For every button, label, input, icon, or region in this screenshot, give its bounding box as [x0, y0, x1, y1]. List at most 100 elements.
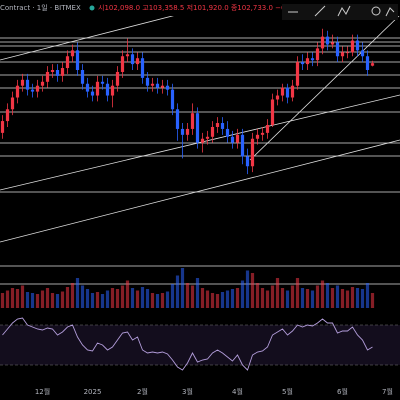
volume-bar [60, 291, 65, 308]
candle-body [295, 62, 300, 86]
volume-bar [50, 293, 55, 308]
candle-body [95, 81, 100, 96]
candle-body [85, 83, 90, 92]
volume-bar [255, 283, 260, 308]
x-tick-label: 4월 [232, 387, 243, 396]
candle-body [170, 89, 175, 110]
candle-body [290, 85, 295, 98]
volume-bar [190, 285, 195, 308]
volume-bar [295, 278, 300, 308]
candle-body [250, 138, 255, 167]
volume-bar [245, 270, 250, 308]
volume-bar [195, 278, 200, 308]
volume-bar [355, 288, 360, 308]
candle-body [15, 85, 20, 98]
candle-body [225, 128, 230, 137]
candle-body [140, 58, 145, 78]
rsi-band [0, 325, 400, 365]
candle-body [345, 52, 350, 54]
volume-bar [95, 292, 100, 308]
volume-bar [15, 289, 20, 308]
x-tick-label: 7월 [382, 387, 393, 396]
candle-body [195, 113, 200, 143]
candle-body [110, 85, 115, 96]
candle-body [220, 123, 225, 129]
volume-bar [160, 293, 165, 308]
drawings [0, 0, 400, 285]
candle-body [45, 71, 50, 82]
candle-body [165, 85, 170, 90]
candle-body [50, 70, 55, 72]
x-tick-label: 3월 [182, 387, 193, 396]
rsi-line [2, 317, 373, 371]
candle-body [335, 42, 340, 57]
candle-body [115, 71, 120, 86]
candle-body [90, 91, 95, 96]
tool-circle[interactable] [371, 6, 381, 16]
volume-bar [40, 290, 45, 308]
candle-body [35, 85, 40, 92]
volume-bar [365, 283, 370, 308]
candle-body [175, 109, 180, 129]
volume-bar [175, 275, 180, 308]
candle-body [260, 132, 265, 135]
x-tick-label: 12월 [35, 387, 50, 396]
candle-body [65, 56, 70, 69]
candle-body [150, 83, 155, 86]
candle-body [235, 134, 240, 143]
candle-body [5, 109, 10, 122]
candle-body [80, 70, 85, 84]
volume-bar [265, 290, 270, 308]
volume-bar [165, 291, 170, 308]
volume-bar [225, 290, 230, 308]
volume-bar [80, 285, 85, 308]
volume-bar [230, 289, 235, 308]
volume-bar [310, 290, 315, 308]
tool-wave[interactable] [385, 7, 395, 17]
volume-bar [25, 292, 30, 308]
volume-bar [55, 294, 60, 308]
candle-body [240, 134, 245, 157]
candle-body [60, 68, 65, 76]
chart-title: Contract · 1일 · BITMEX [0, 3, 81, 12]
tool-path[interactable] [337, 5, 351, 17]
volume-bar [350, 287, 355, 308]
candle-body [155, 83, 160, 88]
candle-body [360, 50, 365, 57]
tool-trend[interactable] [314, 5, 326, 17]
candle-body [190, 113, 195, 129]
volume-bar [115, 289, 120, 308]
volume-bar [85, 289, 90, 308]
candle-body [320, 36, 325, 49]
candle-body [130, 54, 135, 65]
candle-body [230, 136, 235, 143]
x-tick-label: 5월 [282, 387, 293, 396]
volume-bar [220, 292, 225, 308]
candle-body [350, 40, 355, 53]
candle-body [40, 81, 45, 86]
candle-body [120, 56, 125, 72]
candle-body [265, 125, 270, 133]
volume-bar [30, 293, 35, 308]
volume-bar [300, 288, 305, 308]
candle-body [55, 70, 60, 76]
volume-bar [110, 288, 115, 308]
volume-bar [315, 285, 320, 308]
candle-body [280, 87, 285, 96]
candle-body [245, 156, 250, 167]
candle-body [145, 77, 150, 86]
candle-body [270, 99, 275, 125]
volume-bar [90, 293, 95, 308]
candle-body [315, 48, 320, 61]
candle-body [75, 50, 80, 70]
candle-body [285, 87, 290, 98]
volume-bar [170, 284, 175, 308]
volume-bar [145, 289, 150, 308]
volume-bar [345, 290, 350, 308]
volume-bar [200, 288, 205, 308]
volume-bar [285, 290, 290, 308]
volume-bar [0, 293, 5, 308]
volume-bar [35, 294, 40, 308]
volume-bar [260, 288, 265, 308]
